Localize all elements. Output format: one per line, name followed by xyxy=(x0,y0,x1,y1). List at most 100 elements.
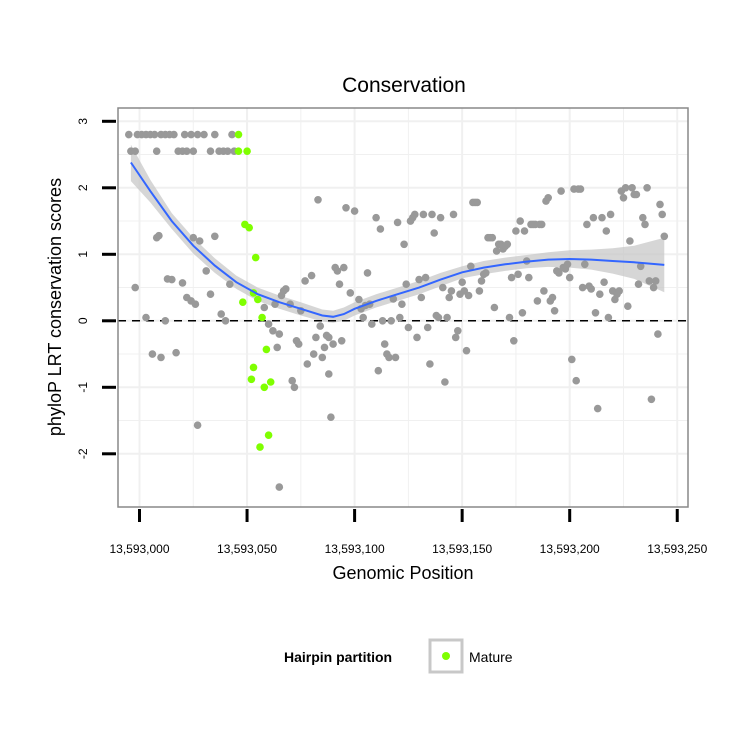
data-point-other xyxy=(211,232,219,241)
y-axis: -2 -1 0 1 2 3 xyxy=(76,118,116,459)
data-point-other xyxy=(359,313,368,322)
data-point-other xyxy=(314,196,322,204)
data-point-other xyxy=(378,317,387,325)
data-point-other xyxy=(273,343,282,352)
data-point-other xyxy=(211,130,219,139)
data-point-other xyxy=(355,295,363,304)
data-point-mature xyxy=(239,298,247,307)
data-point-other xyxy=(374,366,383,375)
y-tick-label: 2 xyxy=(76,184,90,191)
data-point-mature xyxy=(256,443,264,451)
data-point-other xyxy=(477,277,486,285)
data-point-other xyxy=(275,483,284,491)
data-point-other xyxy=(645,277,654,285)
data-point-other xyxy=(193,130,202,139)
data-point-other xyxy=(290,383,299,392)
data-point-other xyxy=(150,130,159,139)
data-point-other xyxy=(421,273,430,282)
data-point-other xyxy=(443,313,451,322)
data-point-other xyxy=(557,187,565,195)
data-point-other xyxy=(335,280,344,289)
data-point-mature xyxy=(234,130,243,139)
data-point-other xyxy=(376,225,385,233)
data-point-other xyxy=(264,320,273,328)
data-point-other xyxy=(632,190,641,199)
data-point-other xyxy=(490,303,499,312)
data-point-other xyxy=(467,262,475,271)
data-point-other xyxy=(193,421,202,430)
data-point-other xyxy=(223,147,232,155)
data-point-other xyxy=(464,291,473,300)
data-point-other xyxy=(447,287,456,295)
data-point-other xyxy=(419,210,428,219)
data-point-other xyxy=(428,210,436,219)
data-point-other xyxy=(604,313,613,322)
x-tick-label: 13,593,050 xyxy=(217,542,277,556)
data-point-other xyxy=(507,273,516,282)
data-point-other xyxy=(325,333,333,342)
data-point-other xyxy=(303,360,312,368)
data-point-other xyxy=(651,277,660,285)
data-point-other xyxy=(636,262,645,271)
data-point-other xyxy=(550,307,559,315)
data-point-mature xyxy=(260,383,269,392)
data-point-other xyxy=(325,370,333,378)
data-point-other xyxy=(131,147,139,155)
data-point-other xyxy=(269,327,277,335)
data-point-other xyxy=(505,313,514,322)
data-point-other xyxy=(191,300,200,309)
data-point-other xyxy=(544,194,552,202)
data-point-other xyxy=(333,267,342,275)
y-tick-label: 0 xyxy=(76,317,90,324)
data-point-other xyxy=(581,260,589,269)
legend-key-mature xyxy=(442,652,450,660)
x-axis-label: Genomic Position xyxy=(332,563,473,583)
data-point-other xyxy=(454,327,462,335)
data-point-other xyxy=(372,213,380,222)
data-point-other xyxy=(417,293,426,302)
data-point-other xyxy=(647,395,656,404)
data-point-other xyxy=(385,353,393,362)
data-point-mature xyxy=(258,313,266,322)
data-point-mature xyxy=(245,223,253,232)
data-point-other xyxy=(540,287,548,295)
data-point-other xyxy=(563,260,572,269)
data-point-other xyxy=(583,220,591,229)
y-tick-label: -1 xyxy=(76,382,90,393)
data-point-other xyxy=(578,283,587,292)
data-point-other xyxy=(458,278,467,287)
data-point-other xyxy=(488,233,497,242)
data-point-other xyxy=(626,237,634,245)
data-point-other xyxy=(206,147,215,155)
data-point-other xyxy=(656,200,664,209)
data-point-other xyxy=(654,330,662,338)
data-point-other xyxy=(275,330,284,338)
legend-title: Hairpin partition xyxy=(284,649,392,665)
data-point-other xyxy=(206,290,215,299)
data-point-other xyxy=(600,278,608,287)
data-point-other xyxy=(260,303,269,312)
chart-title: Conservation xyxy=(342,74,466,97)
data-point-other xyxy=(125,130,133,139)
data-point-other xyxy=(426,360,434,368)
data-point-other xyxy=(368,320,376,328)
data-point-other xyxy=(533,297,542,305)
data-point-other xyxy=(202,267,210,275)
data-point-other xyxy=(593,404,602,413)
data-point-other xyxy=(131,283,139,292)
y-tick-label: 3 xyxy=(76,118,90,125)
data-point-other xyxy=(658,210,666,219)
data-point-other xyxy=(170,130,178,139)
data-point-other xyxy=(337,337,346,345)
data-point-other xyxy=(228,130,236,139)
data-point-mature xyxy=(266,378,275,386)
y-axis-label: phyloP LRT conservation scores xyxy=(45,178,65,436)
data-point-other xyxy=(393,218,402,227)
data-point-other xyxy=(439,283,447,292)
data-point-other xyxy=(346,289,355,297)
data-point-other xyxy=(565,273,574,282)
data-point-other xyxy=(327,413,335,422)
data-point-other xyxy=(451,333,460,342)
x-tick-label: 13,593,100 xyxy=(325,542,385,556)
